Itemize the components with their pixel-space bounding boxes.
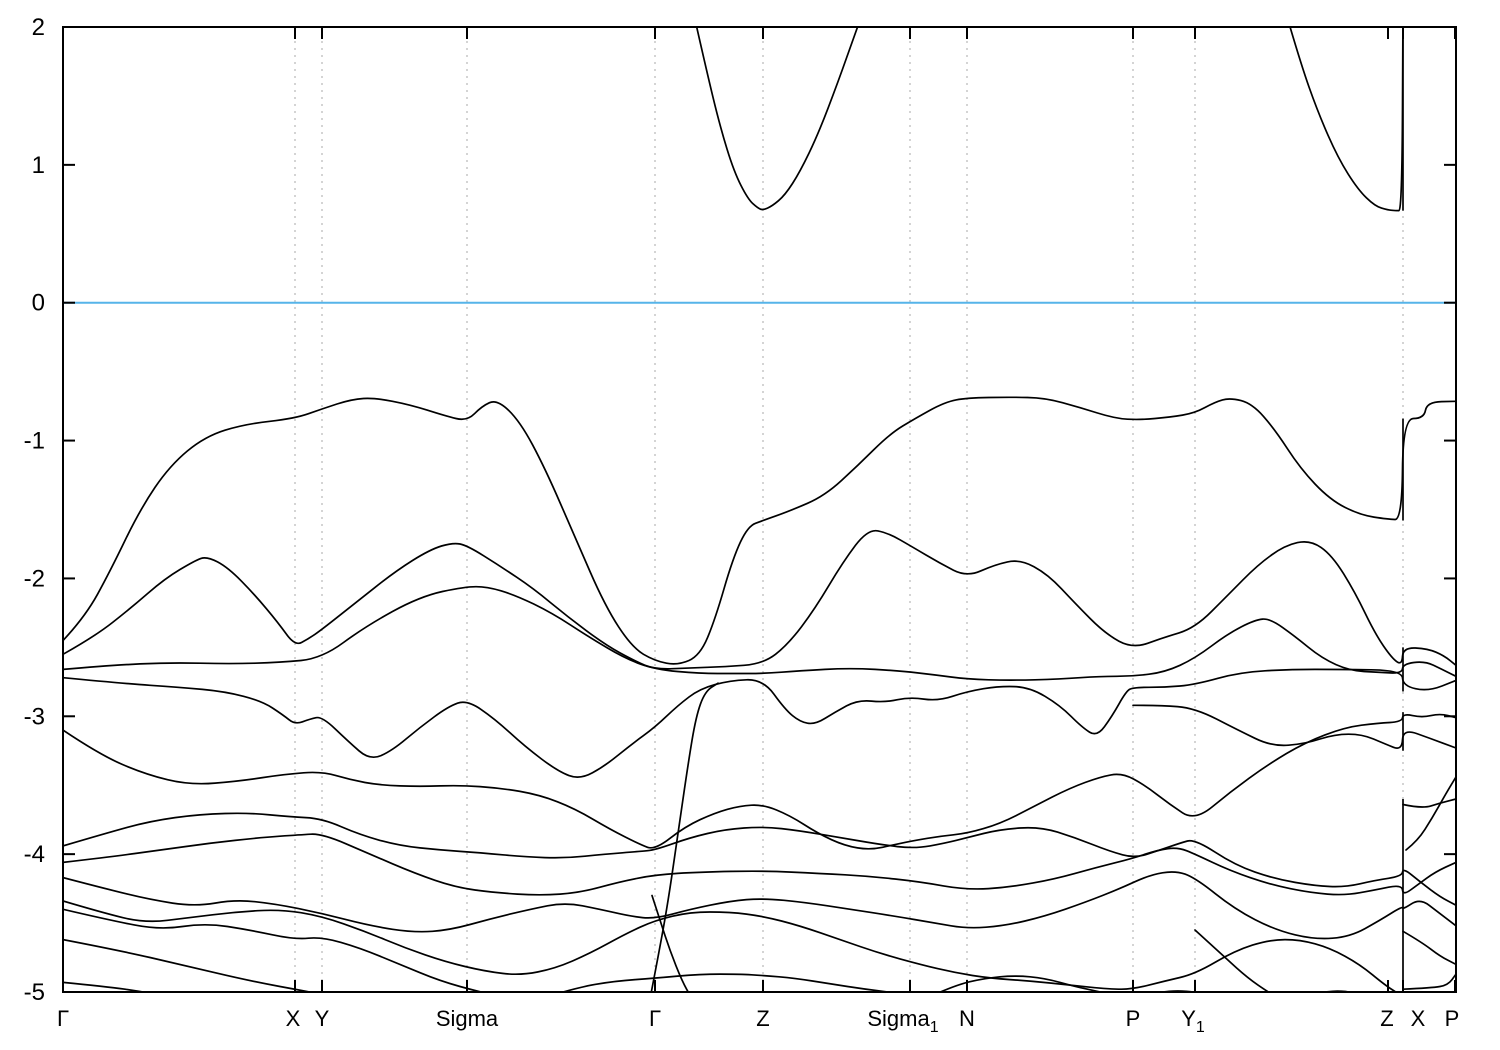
band-line — [1402, 973, 1456, 991]
band-line — [938, 975, 1105, 992]
y-tick-label: -4 — [24, 841, 45, 868]
band-line — [63, 529, 1456, 670]
k-point-label: X — [1411, 1006, 1426, 1031]
axis-ticks — [62, 26, 1456, 993]
k-point-label: Sigma — [436, 1006, 499, 1031]
y-tick-label: 2 — [32, 14, 45, 41]
k-point-label: Sigma1 — [867, 1006, 938, 1036]
band-line — [1405, 776, 1456, 851]
k-point-label: Y — [315, 1006, 330, 1031]
band-line — [651, 894, 690, 992]
k-point-label: X — [286, 1006, 301, 1031]
band-line — [1158, 990, 1200, 992]
energy-bands — [63, 27, 1456, 992]
plot-frame — [62, 26, 1457, 993]
y-tick-label: -2 — [24, 565, 45, 592]
band-line — [63, 871, 1456, 940]
band-line — [63, 908, 485, 992]
y-tick-label: -5 — [24, 979, 45, 1006]
band-line — [1132, 704, 1456, 749]
k-point-label: Γ — [57, 1006, 69, 1031]
k-point-label: P — [1445, 1006, 1460, 1031]
band-line — [695, 27, 859, 211]
k-point-label: Z — [756, 1006, 769, 1031]
k-point-label: Z — [1380, 1006, 1393, 1031]
band-line — [63, 396, 1456, 665]
k-point-label: N — [959, 1006, 975, 1031]
y-tick-label: 0 — [32, 290, 45, 317]
band-line — [63, 900, 1398, 992]
band-line — [63, 981, 148, 992]
y-tick-label: -3 — [24, 703, 45, 730]
band-line — [63, 713, 1456, 850]
k-point-label: P — [1126, 1006, 1141, 1031]
y-axis-labels: 2 1 0 -1 -2 -3 -4 -5 — [24, 14, 45, 1006]
band-line — [63, 585, 1456, 681]
band-line — [1194, 929, 1270, 992]
band-line — [63, 938, 314, 992]
k-point-label: Y1 — [1181, 1006, 1205, 1036]
band-line — [1402, 798, 1456, 808]
band-line — [560, 973, 894, 992]
y-tick-label: -1 — [24, 428, 45, 455]
k-point-label: Γ — [649, 1006, 661, 1031]
band-line — [63, 668, 1456, 778]
y-tick-label: 1 — [32, 152, 45, 179]
band-line — [1402, 930, 1456, 966]
band-line — [1289, 27, 1404, 212]
band-line — [650, 682, 719, 992]
x-axis-labels: Γ X Y Sigma Γ Z Sigma1 N P Y1 Z X P — [57, 1006, 1459, 1036]
k-point-gridlines — [294, 27, 1404, 992]
band-line — [63, 812, 1456, 907]
band-line — [63, 833, 1456, 896]
